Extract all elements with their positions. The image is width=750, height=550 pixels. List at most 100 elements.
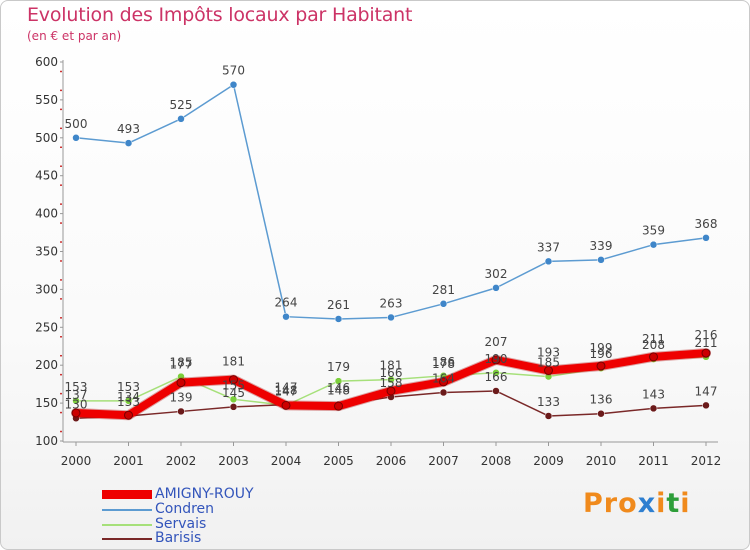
logo-letter: x — [637, 488, 657, 519]
data-label-amigny-rouy: 177 — [170, 358, 193, 372]
data-point-servais — [492, 369, 500, 377]
y-tick-label: 600 — [35, 55, 58, 69]
data-label-barisis: 158 — [380, 376, 403, 390]
data-label-condren: 493 — [117, 122, 140, 136]
x-tick-label: 2001 — [113, 454, 144, 468]
chart-title: Evolution des Impôts locaux par Habitant — [27, 4, 413, 26]
data-point-barisis — [544, 412, 553, 420]
data-label-barisis: 145 — [222, 386, 245, 400]
data-point-barisis — [177, 407, 185, 416]
data-label-barisis: 148 — [327, 384, 350, 398]
data-point-condren — [282, 312, 290, 321]
y-tick-label: 250 — [35, 320, 58, 334]
data-point-barisis — [649, 404, 658, 413]
legend-item-servais: Servais — [102, 517, 206, 532]
data-label-barisis: 147 — [695, 384, 718, 398]
x-tick-label: 2004 — [271, 454, 302, 468]
data-label-condren: 337 — [537, 240, 560, 254]
y-tick-label: 150 — [35, 396, 58, 410]
data-label-amigny-rouy: 137 — [65, 388, 88, 402]
data-point-servais — [229, 395, 238, 404]
logo-letter: r — [603, 488, 619, 519]
data-label-condren: 281 — [432, 283, 455, 297]
data-label-amigny-rouy: 216 — [695, 328, 718, 342]
data-point-condren — [124, 139, 133, 147]
x-tick-label: 2002 — [166, 454, 197, 468]
legend-label-barisis: Barisis — [155, 530, 202, 546]
legend-label-amigny-rouy: AMIGNY-ROUY — [155, 486, 254, 502]
data-label-servais: 155 — [222, 378, 245, 392]
proxiti-logo: Proxiti — [583, 488, 691, 519]
legend-item-amigny-rouy: AMIGNY-ROUY — [102, 487, 254, 502]
legend-swatch-amigny-rouy — [102, 490, 152, 499]
data-point-condren — [649, 240, 658, 249]
data-point-amigny-rouy — [124, 410, 133, 420]
x-tick-label: 2009 — [533, 454, 564, 468]
data-label-condren: 525 — [170, 98, 193, 112]
data-point-amigny-rouy — [71, 408, 81, 418]
data-point-barisis — [597, 409, 605, 418]
data-label-servais: 185 — [537, 356, 560, 370]
logo-letter: P — [583, 488, 604, 519]
data-label-condren: 261 — [327, 298, 350, 312]
data-point-barisis — [702, 401, 710, 410]
data-point-amigny-rouy — [439, 377, 448, 387]
legend-item-barisis: Barisis — [102, 531, 201, 546]
data-point-condren — [334, 315, 343, 323]
data-label-servais: 181 — [380, 359, 403, 373]
data-point-condren — [439, 300, 448, 308]
x-tick-label: 2010 — [586, 454, 617, 468]
x-tick-label: 2003 — [218, 454, 249, 468]
data-point-condren — [229, 80, 238, 89]
x-tick-label: 2011 — [638, 454, 669, 468]
data-point-condren — [177, 115, 185, 123]
y-tick-label: 300 — [35, 282, 58, 296]
data-label-condren: 339 — [590, 239, 613, 253]
data-point-barisis — [492, 387, 500, 395]
data-label-barisis: 130 — [65, 397, 88, 411]
data-point-barisis — [229, 403, 238, 411]
x-tick-label: 2007 — [428, 454, 459, 468]
data-label-amigny-rouy: 199 — [590, 341, 613, 355]
data-label-servais: 153 — [117, 380, 140, 394]
data-point-condren — [597, 256, 605, 264]
data-point-condren — [387, 313, 395, 322]
y-tick-label: 400 — [35, 207, 58, 221]
data-label-condren: 368 — [695, 217, 718, 231]
data-point-amigny-rouy — [701, 348, 711, 358]
legend-swatch-condren — [102, 508, 152, 511]
legend-label-condren: Condren — [155, 501, 215, 517]
data-point-amigny-rouy — [229, 375, 238, 385]
data-label-barisis: 164 — [432, 371, 455, 385]
chart-subtitle: (en € et par an) — [27, 29, 122, 43]
data-label-barisis: 166 — [485, 370, 508, 384]
data-point-condren — [72, 134, 80, 142]
data-point-condren — [492, 284, 500, 292]
logo-letter: o — [618, 488, 638, 519]
data-point-amigny-rouy — [334, 401, 343, 411]
x-tick-label: 2000 — [61, 454, 92, 468]
x-tick-label: 2012 — [691, 454, 722, 468]
y-tick-label: 200 — [35, 358, 58, 372]
logo-letter: i — [680, 488, 691, 519]
data-label-amigny-rouy: 147 — [275, 380, 298, 394]
y-tick-label: 500 — [35, 131, 58, 145]
data-label-amigny-rouy: 207 — [485, 335, 508, 349]
data-label-amigny-rouy: 178 — [432, 357, 455, 371]
data-point-amigny-rouy — [544, 366, 553, 376]
data-point-servais — [334, 377, 343, 385]
data-label-amigny-rouy: 181 — [222, 355, 245, 369]
logo-letter: i — [656, 488, 667, 519]
data-label-servais: 179 — [327, 360, 350, 374]
data-point-amigny-rouy — [386, 386, 396, 396]
logo-letter: t — [666, 488, 681, 519]
data-label-amigny-rouy: 166 — [380, 366, 403, 380]
y-tick-label: 100 — [35, 434, 58, 448]
data-point-amigny-rouy — [596, 361, 606, 371]
data-label-servais: 208 — [642, 338, 665, 352]
data-point-servais — [387, 375, 395, 384]
data-label-amigny-rouy: 134 — [117, 390, 140, 404]
data-point-amigny-rouy — [176, 378, 186, 388]
data-label-condren: 570 — [222, 64, 245, 78]
data-label-servais: 147 — [275, 384, 298, 398]
